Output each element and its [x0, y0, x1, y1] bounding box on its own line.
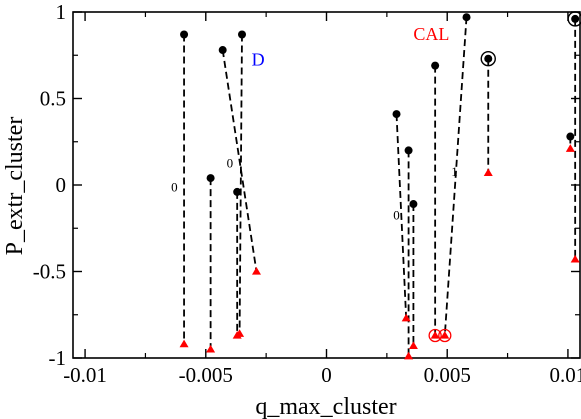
segment-label: 0 — [171, 180, 178, 195]
top-marker-dot — [462, 13, 471, 22]
top-marker-dot — [206, 174, 215, 183]
markers-group — [179, 11, 581, 360]
y-axis-label: P_extr_cluster — [2, 117, 28, 256]
bottom-marker-triangle — [430, 331, 440, 339]
x-tick-label: 0.005 — [424, 363, 471, 387]
bottom-marker-ring — [428, 328, 442, 343]
segment-label: 0 — [227, 156, 234, 171]
top-marker-dot — [180, 30, 189, 39]
y-tick-label: -0.5 — [33, 260, 66, 284]
segment-label: 1 — [451, 164, 458, 179]
ticks-group: -0.01 -0.005 0 0.005 0.01 -1 -0.5 0 0.5 1 — [33, 0, 581, 387]
bottom-marker-triangle — [404, 351, 414, 360]
segments-group — [183, 17, 577, 357]
x-axis-label: q_max_cluster — [255, 394, 396, 419]
dashed-segment — [238, 34, 243, 334]
bottom-marker-ring — [438, 328, 452, 343]
bottom-marker-triangle — [565, 144, 575, 152]
bottom-marker-triangle — [408, 341, 418, 350]
bottom-marker-triangle — [179, 339, 189, 348]
top-marker-dot — [404, 146, 413, 155]
x-tick-label: -0.01 — [63, 363, 107, 387]
dashed-segment — [443, 17, 468, 336]
y-tick-label: 1 — [56, 0, 67, 24]
bottom-marker-triangle — [232, 331, 242, 339]
dashed-segment — [395, 114, 408, 319]
top-marker-dot — [571, 14, 580, 23]
top-marker-dot — [484, 54, 493, 63]
top-marker-dot — [431, 61, 440, 70]
bottom-marker-triangle — [401, 313, 411, 322]
top-marker-ring — [480, 51, 496, 67]
top-marker-dot — [392, 110, 401, 119]
top-marker-dot — [238, 30, 246, 39]
top-marker-dot — [409, 200, 418, 209]
annotations-group: 0 0 0 1 D CAL — [171, 24, 458, 223]
annotation-text: D — [252, 50, 265, 70]
plot-frame — [72, 11, 581, 359]
bottom-marker-triangle — [483, 168, 493, 177]
annotation-text: CAL — [413, 24, 449, 44]
bottom-marker-triangle — [570, 254, 580, 263]
x-tick-label: -0.005 — [179, 363, 233, 387]
top-marker-dot — [566, 132, 575, 141]
plot-frame-group — [72, 11, 581, 359]
bottom-marker-triangle — [251, 267, 261, 275]
bottom-marker-triangle — [440, 331, 450, 339]
y-tick-label: 0 — [56, 173, 67, 197]
x-tick-label: 0 — [321, 363, 332, 387]
y-tick-label: -1 — [49, 346, 67, 370]
y-tick-label: 0.5 — [40, 87, 66, 111]
x-tick-label: 0.01 — [550, 363, 581, 387]
bottom-marker-triangle — [206, 344, 216, 353]
segment-label: 0 — [393, 207, 400, 222]
dashed-segment — [221, 49, 258, 272]
top-marker-dot — [233, 187, 242, 196]
top-marker-dot — [218, 46, 227, 55]
